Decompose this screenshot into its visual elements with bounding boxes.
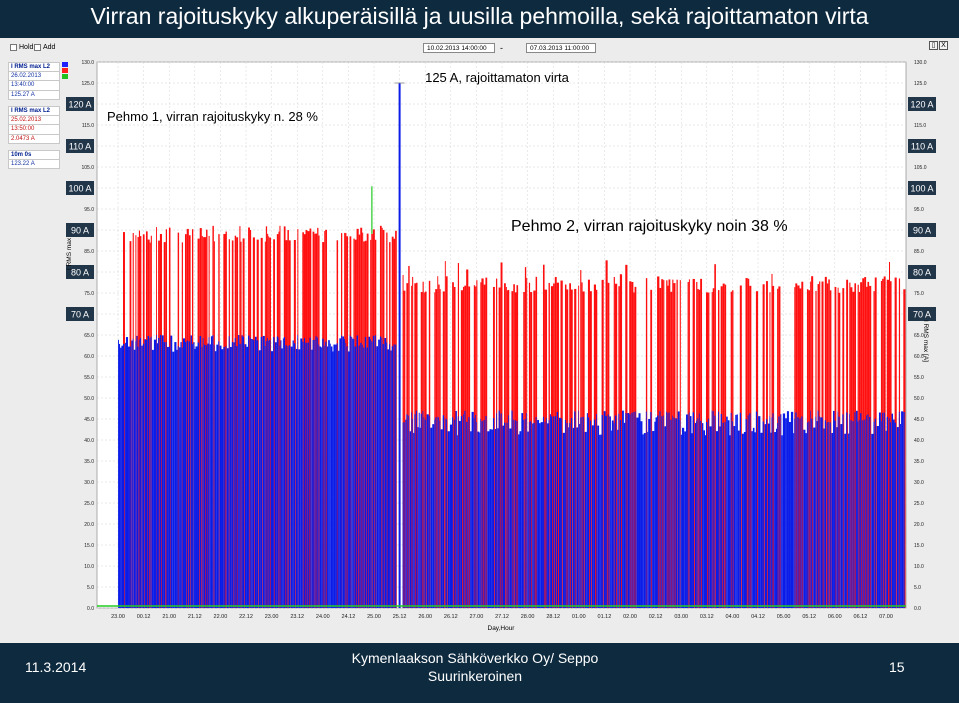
add-label: Add <box>43 44 56 51</box>
footer-org-line2: Suurinkeroinen <box>427 668 523 684</box>
readout-date-blue: 26.02.2013 <box>8 71 60 81</box>
page-number: 15 <box>889 659 905 675</box>
readout-value-red: 2.0473 A <box>8 134 60 144</box>
readout-header-red: I RMS max L2 <box>8 106 60 116</box>
footer-org-line1: Kymenlaakson Sähköverkko Oy/ Seppo <box>351 650 599 666</box>
pin-icon[interactable]: ▯ <box>929 41 938 50</box>
add-toggle[interactable]: Add <box>34 44 55 51</box>
series-swatch-green <box>62 74 68 79</box>
y-axis-label-right: I RMS max [A] <box>922 320 929 362</box>
add-checkbox[interactable] <box>34 44 41 51</box>
series-swatch-red <box>62 68 68 73</box>
hold-toggle[interactable]: Hold <box>10 44 33 51</box>
readout-time-red: 13:50:00 <box>8 125 60 135</box>
start-date-field[interactable]: 10.02.2013 14:00:00 <box>423 43 495 53</box>
readout-time-blue: 13:40:00 <box>8 81 60 91</box>
series-swatch-blue <box>62 62 68 67</box>
footer-date: 11.3.2014 <box>25 659 87 675</box>
cursor-readout-panel: I RMS max L2 26.02.2013 13:40:00 125.27 … <box>8 62 60 169</box>
readout-header-window: 10m 0s <box>8 150 60 160</box>
readout-value-blue: 125.27 A <box>8 90 60 100</box>
readout-value-window: 123.22 A <box>8 159 60 169</box>
end-date-field[interactable]: 07.03.2013 11:00:00 <box>526 43 596 53</box>
footer-org: Kymenlaakson Sähköverkko Oy/ Seppo Suuri… <box>340 649 610 693</box>
hold-checkbox[interactable] <box>10 44 17 51</box>
readout-date-red: 25.02.2013 <box>8 115 60 125</box>
readout-header-blue: I RMS max L2 <box>8 62 60 72</box>
y-axis-label-left: I RMS max <box>66 237 73 270</box>
close-icon[interactable]: X <box>939 41 948 50</box>
analyzer-panel <box>0 38 959 643</box>
hold-label: Hold <box>19 44 34 51</box>
slide-title: Virran rajoituskyky alkuperäisillä ja uu… <box>90 3 869 29</box>
date-separator: - <box>500 43 503 53</box>
